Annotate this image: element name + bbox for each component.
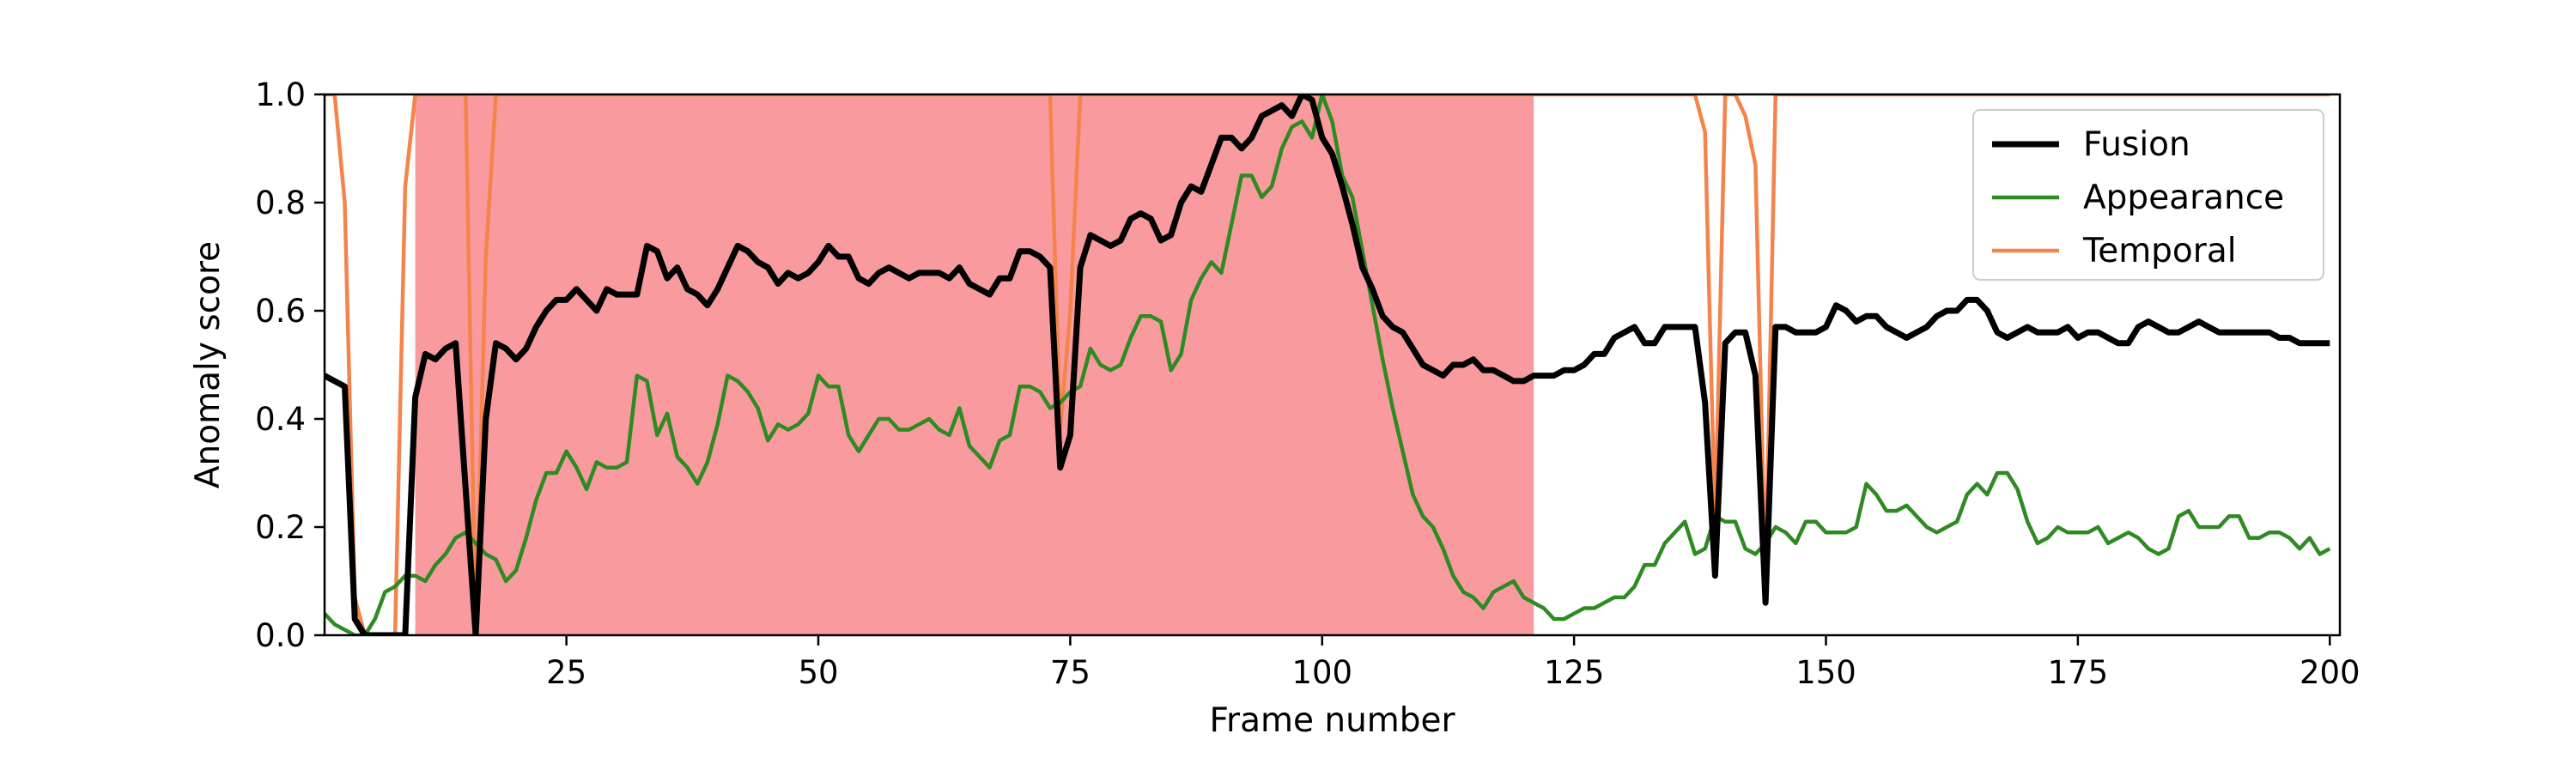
x-tick-label: 50 xyxy=(798,654,838,691)
x-tick-label: 150 xyxy=(1795,654,1856,691)
legend-box xyxy=(1972,109,2324,281)
y-tick-label: 0.6 xyxy=(255,293,306,330)
y-tick-label: 1.0 xyxy=(255,76,306,113)
x-tick-label: 200 xyxy=(2300,654,2360,691)
anomaly-region xyxy=(415,94,1534,635)
legend-label-temporal: Temporal xyxy=(2082,232,2237,270)
plot-frame xyxy=(323,93,2342,637)
y-tick-label: 0.0 xyxy=(255,617,306,654)
series-line-fusion xyxy=(325,94,2330,635)
plot-area xyxy=(325,94,2331,635)
x-tick-label: 75 xyxy=(1050,654,1091,691)
y-tick-label: 0.4 xyxy=(255,401,306,438)
legend: Fusion Appearance Temporal xyxy=(1972,109,2324,281)
series-line-appearance xyxy=(325,94,2331,635)
y-tick-label: 0.8 xyxy=(255,185,306,221)
axes: 25 50 75 100 125 150 175 200 0.0 0.2 0.4 0.6 0.8 1.0 F… xyxy=(189,76,2360,740)
legend-label-fusion: Fusion xyxy=(2083,125,2190,164)
x-tick-label: 100 xyxy=(1291,654,1352,691)
x-tick-label: 175 xyxy=(2048,654,2109,691)
legend-label-appearance: Appearance xyxy=(2083,179,2284,217)
x-axis-label: Frame number xyxy=(1209,701,1455,740)
x-tick-label: 125 xyxy=(1544,654,1605,691)
x-tick-label: 25 xyxy=(546,654,586,691)
y-axis-label: Anomaly score xyxy=(189,241,228,488)
y-tick-label: 0.2 xyxy=(255,509,306,546)
